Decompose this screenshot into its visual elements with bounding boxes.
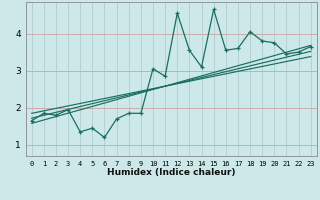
X-axis label: Humidex (Indice chaleur): Humidex (Indice chaleur) <box>107 168 236 177</box>
